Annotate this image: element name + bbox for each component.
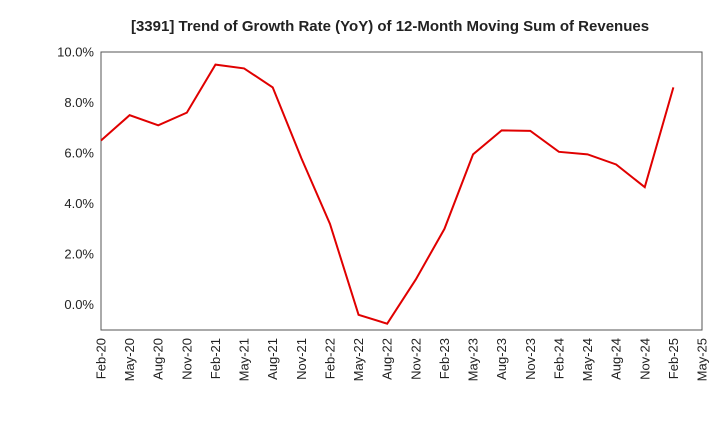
y-axis-tick-labels: 10.0% 8.0% 6.0% 4.0% 2.0% 0.0% — [57, 45, 94, 313]
x-tick-label: Feb-22 — [322, 338, 337, 379]
y-tick-label: 4.0% — [64, 196, 94, 211]
x-tick-label: Feb-20 — [94, 338, 109, 379]
x-tick-label: Aug-22 — [380, 338, 395, 380]
chart-title: [3391] Trend of Growth Rate (YoY) of 12-… — [131, 18, 649, 35]
y-tick-label: 8.0% — [64, 95, 94, 110]
x-tick-label: May-22 — [351, 338, 366, 381]
x-tick-label: Nov-24 — [637, 338, 652, 380]
x-tick-label: Feb-21 — [208, 338, 223, 379]
axes — [100, 51, 703, 331]
y-tick-label: 0.0% — [64, 297, 94, 312]
x-tick-label: Aug-23 — [494, 338, 509, 380]
x-tick-label: Nov-20 — [179, 338, 194, 380]
plot-area — [101, 52, 702, 330]
x-tick-label: Nov-22 — [408, 338, 423, 380]
x-tick-label: May-25 — [695, 338, 710, 381]
x-tick-label: Nov-23 — [523, 338, 538, 380]
y-tick-label: 6.0% — [64, 146, 94, 161]
series — [100, 63, 675, 325]
x-tick-label: May-21 — [237, 338, 252, 381]
x-tick-label: May-20 — [122, 338, 137, 381]
x-tick-label: May-23 — [466, 338, 481, 381]
x-tick-label: May-24 — [580, 338, 595, 381]
x-tick-label: Feb-25 — [666, 338, 681, 379]
x-tick-label: Feb-23 — [437, 338, 452, 379]
x-tick-label: Aug-21 — [265, 338, 280, 380]
y-tick-label: 2.0% — [64, 247, 94, 262]
x-tick-label: Aug-20 — [151, 338, 166, 380]
x-tick-label: Aug-24 — [609, 338, 624, 380]
plot-border — [100, 51, 703, 331]
x-tick-label: Nov-21 — [294, 338, 309, 380]
x-tick-label: Feb-24 — [551, 338, 566, 379]
x-axis-tick-labels: Feb-20 May-20 Aug-20 Nov-20 Feb-21 May-21 Aug-… — [94, 338, 710, 381]
y-tick-label: 10.0% — [57, 45, 94, 60]
